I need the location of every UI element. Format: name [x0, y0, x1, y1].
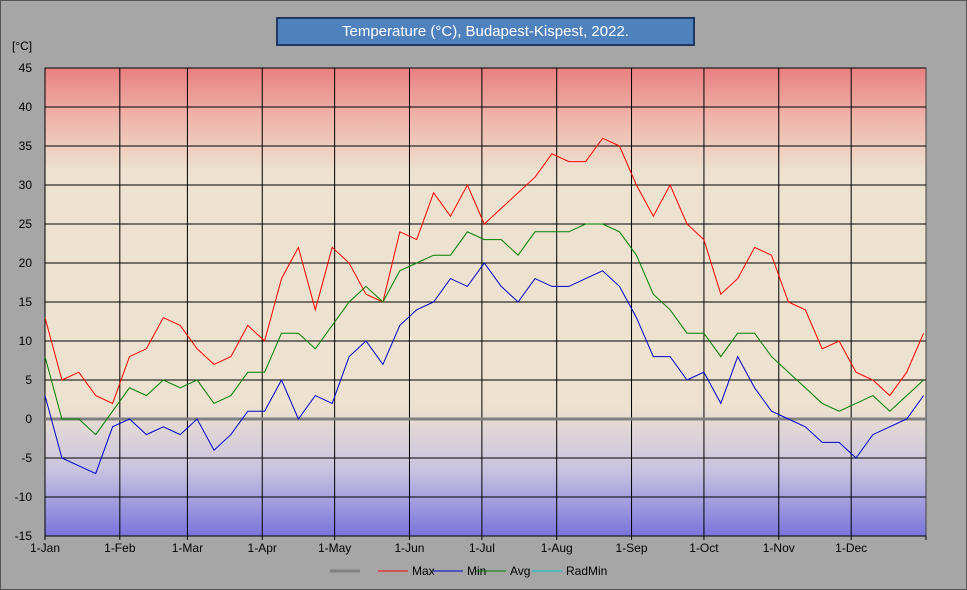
legend-label: RadMin [566, 564, 607, 578]
x-tick-label: 1-Oct [689, 541, 719, 555]
series-line-min [44, 262, 925, 475]
y-tick-label: 40 [19, 100, 33, 114]
x-tick-label: 1-Apr [248, 541, 277, 555]
legend-label: Max [412, 564, 435, 578]
y-tick-label: 20 [19, 256, 33, 270]
series-line-avg [44, 223, 924, 436]
x-tick-label: 1-May [318, 541, 351, 555]
y-tick-label: 25 [19, 217, 33, 231]
x-tick-label: 1-Sep [616, 541, 648, 555]
y-axis-unit-label: [°C] [12, 39, 33, 53]
x-tick-label: 1-Jan [30, 541, 60, 555]
y-tick-label: 30 [19, 178, 33, 192]
x-tick-label: 1-Jun [394, 541, 424, 555]
series-line-max [44, 137, 925, 405]
y-tick-label: 5 [25, 373, 32, 387]
x-tick-label: 1-Mar [172, 541, 203, 555]
y-tick-label: -5 [21, 451, 32, 465]
x-tick-label: 1-Feb [104, 541, 136, 555]
y-tick-label: 45 [19, 61, 33, 75]
y-tick-label: -15 [15, 529, 33, 543]
y-tick-label: 0 [25, 412, 32, 426]
y-tick-label: 35 [19, 139, 33, 153]
x-tick-label: 1-Nov [763, 541, 795, 555]
x-tick-label: 1-Aug [541, 541, 573, 555]
legend-label: Avg [510, 564, 530, 578]
y-tick-label: 15 [19, 295, 33, 309]
chart-title: Temperature (°C), Budapest-Kispest, 2022… [276, 17, 695, 46]
y-tick-label: 10 [19, 334, 33, 348]
x-tick-label: 1-Jul [469, 541, 495, 555]
x-tick-label: 1-Dec [835, 541, 867, 555]
y-tick-label: -10 [15, 490, 33, 504]
